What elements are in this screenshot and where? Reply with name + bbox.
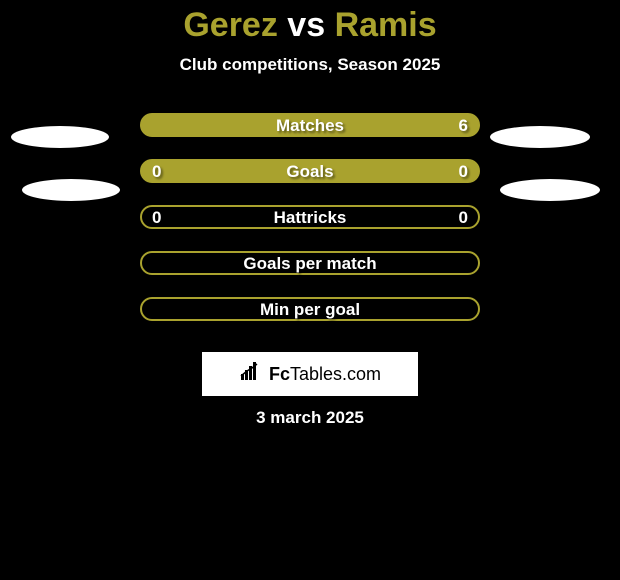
subtitle: Club competitions, Season 2025: [0, 55, 620, 75]
title-player2: Ramis: [335, 6, 437, 44]
stat-bar: Goals per match: [140, 251, 480, 275]
stat-row: Goals0 0: [0, 159, 620, 183]
stat-row: Hattricks0 0: [0, 205, 620, 229]
stat-bar: Min per goal: [140, 297, 480, 321]
stat-row: Matches6: [0, 113, 620, 137]
stat-bar: Matches6: [140, 113, 480, 137]
stat-row: Goals per match: [0, 251, 620, 275]
stat-label: Goals: [142, 162, 478, 182]
bars-icon: [239, 362, 265, 387]
stat-label: Min per goal: [142, 300, 478, 320]
stat-rows: Matches6Goals00Hattricks00Goals per matc…: [0, 113, 620, 321]
stat-bar: Goals0 0: [140, 159, 480, 183]
date-text: 3 march 2025: [0, 408, 620, 428]
comparison-infographic: Gerez vs Ramis Club competitions, Season…: [0, 0, 620, 580]
brand-rest: Tables.com: [290, 364, 381, 384]
brand-bold: Fc: [269, 364, 290, 384]
stat-label: Hattricks: [142, 208, 478, 228]
brand-logo-box: FcTables.com: [202, 352, 418, 396]
stat-row: Min per goal: [0, 297, 620, 321]
title-vs: vs: [287, 6, 325, 44]
stat-value-right: 0: [459, 208, 468, 228]
page-title: Gerez vs Ramis: [0, 0, 620, 45]
stat-value-left: 0: [152, 162, 161, 182]
brand-text: FcTables.com: [269, 364, 381, 385]
stat-label: Matches: [142, 116, 478, 136]
stat-value-left: 0: [152, 208, 161, 228]
title-player1: Gerez: [183, 6, 278, 44]
stat-bar: Hattricks0 0: [140, 205, 480, 229]
stat-value-right: 6: [459, 116, 468, 136]
stat-value-right: 0: [459, 162, 468, 182]
stat-label: Goals per match: [142, 254, 478, 274]
